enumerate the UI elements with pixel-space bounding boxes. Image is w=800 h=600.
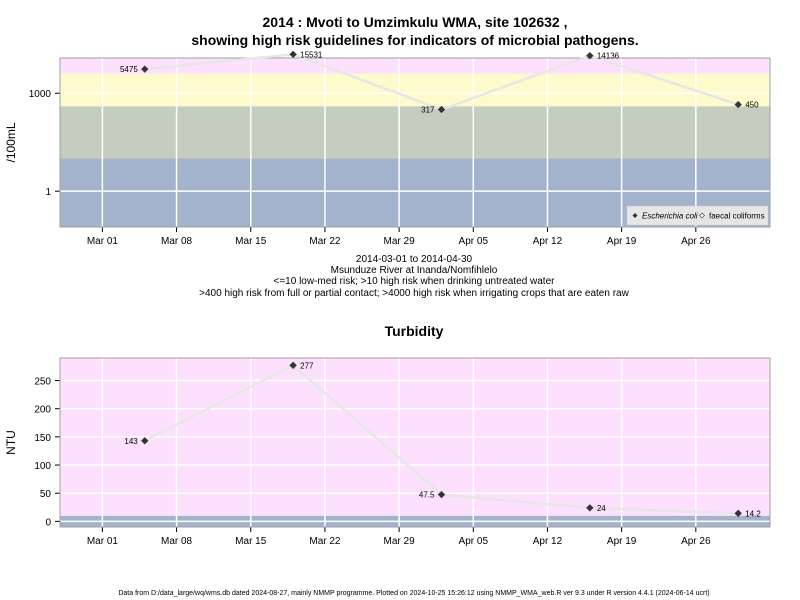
turbidity-data-point <box>734 509 743 518</box>
turbidity-data-label: 14.2 <box>745 509 761 518</box>
legend-label-ecoli: Escherichia coli <box>642 212 698 221</box>
turbidity-y-tick-label: 250 <box>34 377 51 388</box>
pathogen-data-label: 317 <box>421 106 435 115</box>
turbidity-y-tick-label: 50 <box>40 489 52 500</box>
legend-marker-faecal <box>699 212 705 219</box>
chart-title-line1: 2014 : Mvoti to Umzimkulu WMA, site 1026… <box>263 14 568 30</box>
pathogen-y-tick-label: 1000 <box>29 89 52 100</box>
pathogen-legend: Escherichia coli faecal coliforms <box>626 205 769 226</box>
pathogen-x-tick-label: Apr 05 <box>459 236 489 247</box>
turbidity-x-tick-label: Apr 19 <box>607 536 637 547</box>
subtitle-drinking-guideline: <=10 low-med risk; >10 high risk when dr… <box>274 276 556 287</box>
turbidity-x-tick-label: Apr 05 <box>459 536 489 547</box>
pathogen-x-tick-label: Mar 01 <box>87 236 119 247</box>
turbidity-panel: Mar 01 Mar 08 Mar 15 Mar 22 Mar 29 Apr 05 Apr … <box>4 357 771 547</box>
subtitle-date-range: 2014-03-01 to 2014-04-30 <box>356 254 473 265</box>
turbidity-x-tick-label: Apr 12 <box>533 536 563 547</box>
turbidity-title: Turbidity <box>385 323 444 339</box>
pathogen-data-label: 5475 <box>120 65 138 74</box>
pathogen-risk-band <box>60 58 770 74</box>
turbidity-data-point <box>585 503 594 512</box>
turbidity-data-point <box>437 490 446 499</box>
turbidity-data-point <box>289 361 297 370</box>
pathogen-x-tick-label: Mar 22 <box>309 236 341 247</box>
pathogen-data-point <box>437 105 446 114</box>
pathogen-x-tick-label: Mar 08 <box>161 236 193 247</box>
turbidity-y-tick-label: 0 <box>45 517 51 528</box>
pathogen-data-point <box>140 65 149 73</box>
pathogen-plot-frame <box>59 57 771 228</box>
turbidity-data-label: 143 <box>124 437 138 446</box>
pathogen-x-tick-label: Apr 12 <box>533 236 563 247</box>
turbidity-data-point <box>140 436 149 445</box>
pathogen-data-point <box>289 50 297 59</box>
pathogen-risk-band <box>60 106 770 159</box>
turbidity-data-label: 47.5 <box>419 491 435 500</box>
turbidity-y-tick-label: 200 <box>34 405 51 416</box>
legend-box <box>626 205 769 226</box>
pathogen-x-tick-label: Apr 19 <box>607 236 637 247</box>
pathogen-data-label: 14136 <box>597 52 620 61</box>
pathogen-x-tick-label: Mar 15 <box>235 236 267 247</box>
turbidity-x-tick-label: Mar 22 <box>309 536 341 547</box>
turbidity-x-tick-label: Mar 15 <box>235 536 267 547</box>
footer-note: Data from D:/data_large/wq/wms.db dated … <box>118 590 709 597</box>
turbidity-y-tick-label: 100 <box>34 461 51 472</box>
turbidity-y-tick-label: 150 <box>34 433 51 444</box>
pathogen-y-axis-label: /100mL <box>4 122 18 162</box>
pathogen-y-tick-label: 1 <box>45 187 51 198</box>
chart-title-line2: showing high risk guidelines for indicat… <box>191 32 638 48</box>
legend-marker-ecoli <box>632 213 638 218</box>
turbidity-data-label: 24 <box>597 504 606 513</box>
turbidity-plot-frame <box>59 357 771 528</box>
pathogen-data-label: 15531 <box>300 50 323 59</box>
pathogen-panel: Mar 01 Mar 08 Mar 15 Mar 22 Mar 29 Apr 05 Apr … <box>4 50 771 247</box>
pathogen-data-point <box>585 51 594 60</box>
turbidity-y-axis-label: NTU <box>4 430 18 455</box>
turbidity-data-label: 277 <box>300 361 314 370</box>
pathogen-risk-band <box>60 73 770 107</box>
legend-label-faecal: faecal coliforms <box>709 212 765 221</box>
subtitle-contact-guideline: >400 high risk from full or partial cont… <box>199 288 629 299</box>
pathogen-x-tick-label: Apr 26 <box>681 236 711 247</box>
pathogen-data-label: 450 <box>745 101 759 110</box>
turbidity-x-tick-label: Mar 01 <box>87 536 119 547</box>
turbidity-x-tick-label: Mar 29 <box>384 536 416 547</box>
pathogen-x-tick-label: Mar 29 <box>384 236 416 247</box>
turbidity-x-tick-label: Apr 26 <box>681 536 711 547</box>
subtitle-site-name: Msunduze River at Inanda/Nomfihlelo <box>331 265 498 276</box>
turbidity-x-tick-label: Mar 08 <box>161 536 193 547</box>
pathogen-data-point <box>734 100 743 109</box>
